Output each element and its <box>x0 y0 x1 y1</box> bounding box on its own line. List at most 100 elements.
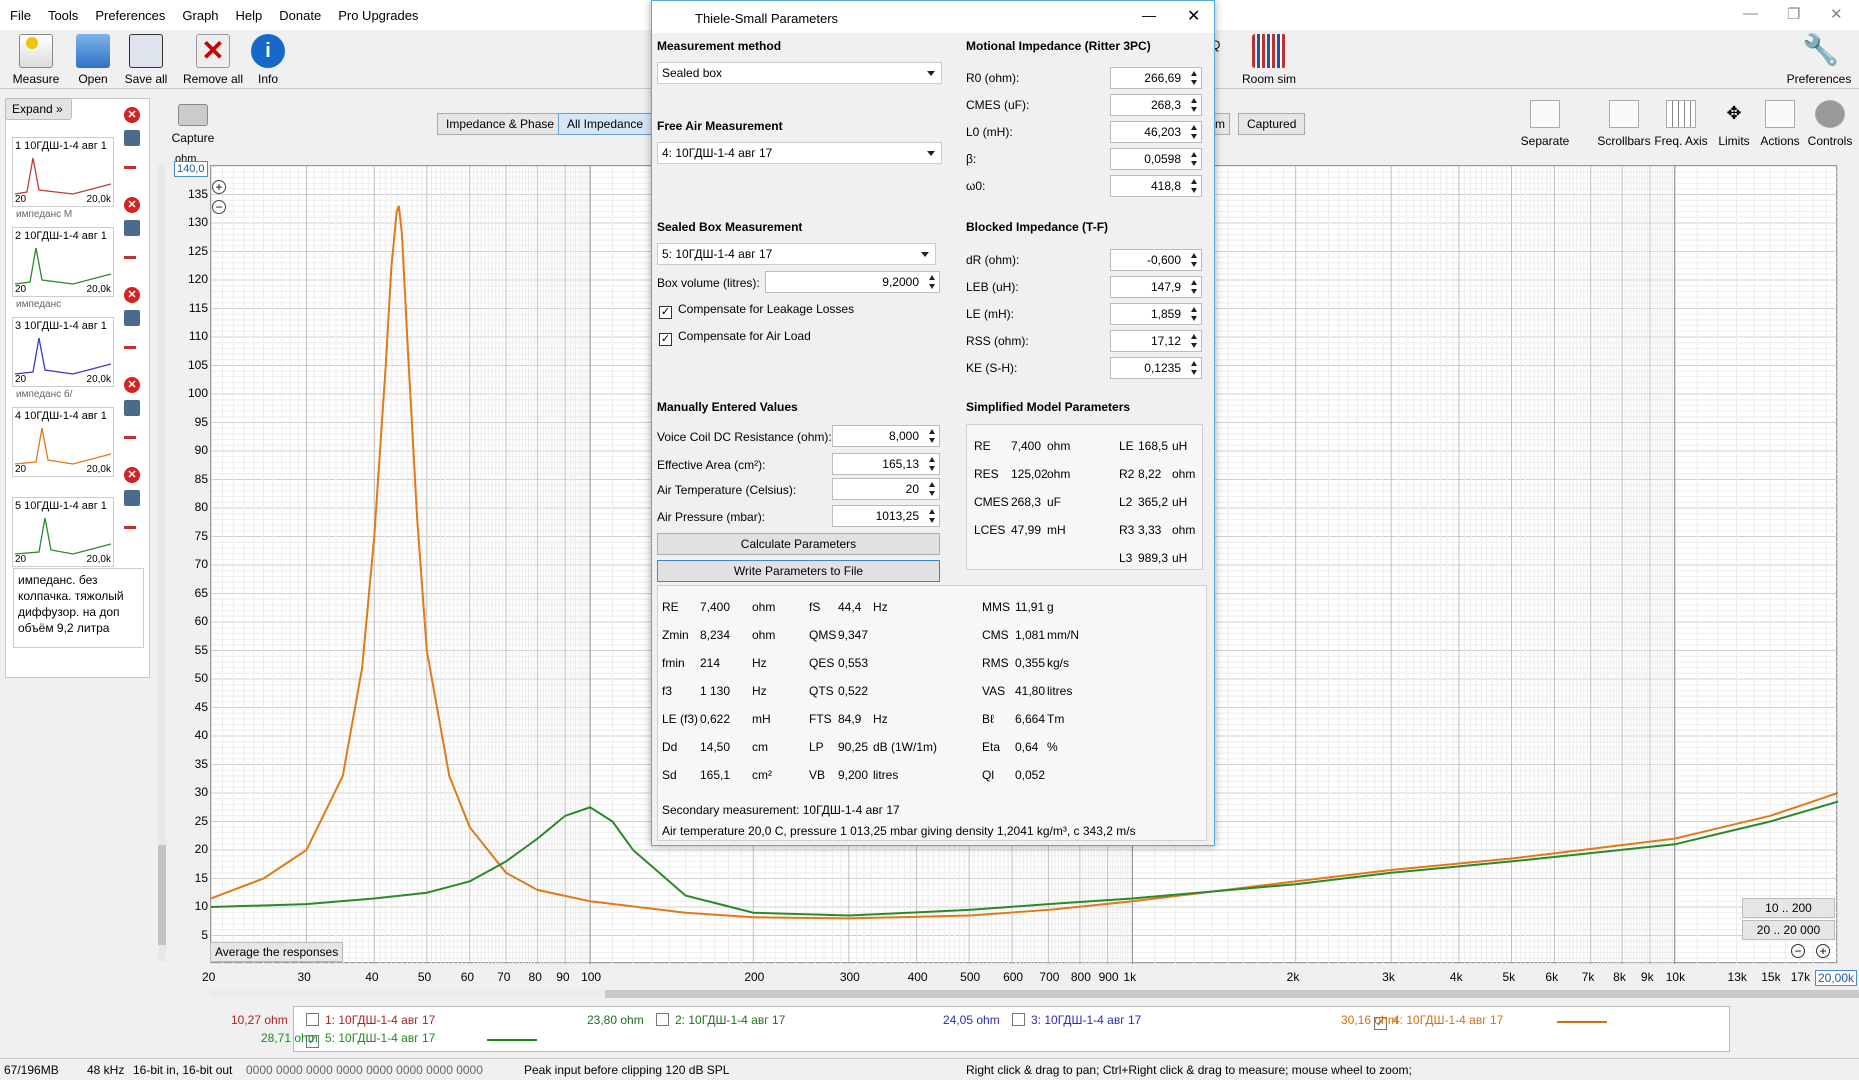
separate-button[interactable]: Separate <box>1515 100 1575 148</box>
close-window-icon[interactable]: ✕ <box>1830 6 1843 23</box>
vertical-scrollbar[interactable] <box>158 165 166 962</box>
sealed-box-select[interactable]: 5: 10ГДШ-1-4 авг 17 <box>657 243 936 265</box>
limits-button[interactable]: ✥ Limits <box>1704 100 1764 148</box>
legend-item[interactable]: 3: 10ГДШ-1-4 авг 17 <box>1012 1013 1141 1027</box>
menu-help[interactable]: Help <box>235 7 263 23</box>
result-unit: Tm <box>1047 712 1065 726</box>
air-temp-input[interactable]: 20 <box>832 478 940 500</box>
measurement-color-icon[interactable] <box>124 423 136 439</box>
blocked-param-input[interactable]: -0,600 <box>1110 249 1202 271</box>
free-air-select[interactable]: 4: 10ГДШ-1-4 авг 17 <box>657 142 942 164</box>
save-all-button[interactable]: Save all <box>115 34 177 86</box>
legend-checkbox[interactable]: ✓ <box>1374 1017 1387 1030</box>
measurement-color-icon[interactable] <box>124 153 136 169</box>
write-parameters-button[interactable]: Write Parameters to File <box>657 560 940 582</box>
menu-file[interactable]: File <box>10 7 31 23</box>
menu-tools[interactable]: Tools <box>47 7 79 23</box>
menu-preferences[interactable]: Preferences <box>95 7 166 23</box>
legend-checkbox[interactable] <box>306 1013 319 1026</box>
tab-all-impedance[interactable]: All Impedance <box>558 113 653 135</box>
horizontal-scrollbar[interactable] <box>210 990 1859 998</box>
measurement-thumbnail[interactable]: 5 10ГДШ-1-4 авг 1 20 20,0k <box>12 497 114 567</box>
menu-pro-upgrades[interactable]: Pro Upgrades <box>338 7 419 23</box>
controls-button[interactable]: Controls <box>1800 100 1859 148</box>
leakage-checkbox[interactable]: ✓ Compensate for Leakage Losses <box>659 302 854 319</box>
measurement-thumbnail[interactable]: 2 10ГДШ-1-4 авг 1 20 20,0k <box>12 227 114 297</box>
legend-item[interactable]: 2: 10ГДШ-1-4 авг 17 <box>656 1013 785 1027</box>
remove-all-button[interactable]: ✕ Remove all <box>182 34 244 86</box>
remove-measurement-icon[interactable]: ✕ <box>124 377 140 393</box>
measurement-color-icon[interactable] <box>124 243 136 259</box>
info-button[interactable]: i Info <box>237 34 299 86</box>
motional-param-input[interactable]: 268,3 <box>1110 94 1202 116</box>
x-zoom-out-icon[interactable]: − <box>1791 944 1805 958</box>
menu-donate[interactable]: Donate <box>279 7 322 23</box>
expand-button[interactable]: Expand » <box>5 98 72 120</box>
remove-measurement-icon[interactable]: ✕ <box>124 197 140 213</box>
range-10-200-button[interactable]: 10 .. 200 <box>1742 898 1835 918</box>
tab-impedance-phase[interactable]: Impedance & Phase <box>437 113 564 135</box>
zoom-out-icon[interactable]: − <box>212 200 226 214</box>
blocked-param-input[interactable]: 17,12 <box>1110 330 1202 352</box>
save-measurement-icon[interactable] <box>124 490 140 506</box>
measurement-thumbnail[interactable]: 3 10ГДШ-1-4 авг 1 20 20,0k <box>12 317 114 387</box>
measurement-color-icon[interactable] <box>124 333 136 349</box>
minimize-icon[interactable]: — <box>1743 5 1758 22</box>
motional-param-input[interactable]: 0,0598 <box>1110 148 1202 170</box>
legend-item[interactable]: 1: 10ГДШ-1-4 авг 17 <box>306 1013 435 1027</box>
measurement-color-icon[interactable] <box>124 513 136 529</box>
motional-param-input[interactable]: 46,203 <box>1110 121 1202 143</box>
menu-graph[interactable]: Graph <box>182 7 219 23</box>
preferences-button[interactable]: 🔧 Preferences <box>1785 34 1853 86</box>
legend-checkbox[interactable] <box>1012 1013 1025 1026</box>
air-pressure-input[interactable]: 1013,25 <box>832 505 940 527</box>
measure-button[interactable]: Measure <box>5 34 67 86</box>
measurement-note[interactable]: импеданс. без колпачка. тяжолый диффузор… <box>13 568 144 648</box>
remove-measurement-icon[interactable]: ✕ <box>124 467 140 483</box>
legend-checkbox[interactable] <box>656 1013 669 1026</box>
x-tick-label: 80 <box>528 970 542 984</box>
measurement-thumbnail[interactable]: 1 10ГДШ-1-4 авг 1 20 20,0k <box>12 137 114 207</box>
save-measurement-icon[interactable] <box>124 130 140 146</box>
calculate-parameters-button[interactable]: Calculate Parameters <box>657 533 940 555</box>
blocked-param-input[interactable]: 0,1235 <box>1110 357 1202 379</box>
legend-item[interactable]: ✓ 4: 10ГДШ-1-4 авг 17 <box>1374 1013 1503 1030</box>
voice-coil-input[interactable]: 8,000 <box>832 425 940 447</box>
room-sim-button[interactable]: Room sim <box>1238 34 1300 86</box>
legend-item[interactable]: ✓ 5: 10ГДШ-1-4 авг 17 <box>306 1031 435 1048</box>
box-volume-input[interactable]: 9,2000 <box>765 271 940 293</box>
save-measurement-icon[interactable] <box>124 220 140 236</box>
x-tick-label[interactable]: 20,00k <box>1815 970 1858 986</box>
restore-icon[interactable]: ❐ <box>1787 6 1801 23</box>
x-zoom-in-icon[interactable]: + <box>1816 944 1830 958</box>
open-button[interactable]: Open <box>62 34 124 86</box>
measurement-thumbnail[interactable]: 4 10ГДШ-1-4 авг 1 20 20,0k <box>12 407 114 477</box>
dialog-minimize-icon[interactable]: — <box>1142 7 1156 23</box>
blocked-param-input[interactable]: 147,9 <box>1110 276 1202 298</box>
air-load-checkbox[interactable]: ✓ Compensate for Air Load <box>659 329 811 346</box>
save-measurement-icon[interactable] <box>124 400 140 416</box>
motional-param-input[interactable]: 266,69 <box>1110 67 1202 89</box>
range-20-20000-button[interactable]: 20 .. 20 000 <box>1742 920 1835 940</box>
y-tick-label: 15 <box>194 870 208 885</box>
remove-measurement-icon[interactable]: ✕ <box>124 287 140 303</box>
effective-area-input[interactable]: 165,13 <box>832 453 940 475</box>
y-top-field[interactable]: 140,0 <box>174 161 208 177</box>
tab-captured[interactable]: Captured <box>1238 113 1306 135</box>
zoom-in-icon[interactable]: + <box>212 180 226 194</box>
motional-param-label: CMES (uF): <box>966 98 1030 112</box>
freq-axis-button[interactable]: Freq. Axis <box>1651 100 1711 148</box>
average-responses-button[interactable]: Average the responses <box>210 942 344 962</box>
result-value: 44,4 <box>838 600 862 614</box>
impedance-graph[interactable] <box>210 165 1839 965</box>
legend-checkbox[interactable]: ✓ <box>306 1035 319 1048</box>
motional-param-input[interactable]: 418,8 <box>1110 175 1202 197</box>
capture-button[interactable]: Capture <box>170 104 216 145</box>
remove-measurement-icon[interactable]: ✕ <box>124 107 140 123</box>
scrollbars-button[interactable]: Scrollbars <box>1594 100 1654 148</box>
save-measurement-icon[interactable] <box>124 310 140 326</box>
actions-button[interactable]: Actions <box>1750 100 1810 148</box>
blocked-param-input[interactable]: 1,859 <box>1110 303 1202 325</box>
measurement-method-select[interactable]: Sealed box <box>657 62 942 84</box>
dialog-close-icon[interactable]: ✕ <box>1187 8 1201 25</box>
